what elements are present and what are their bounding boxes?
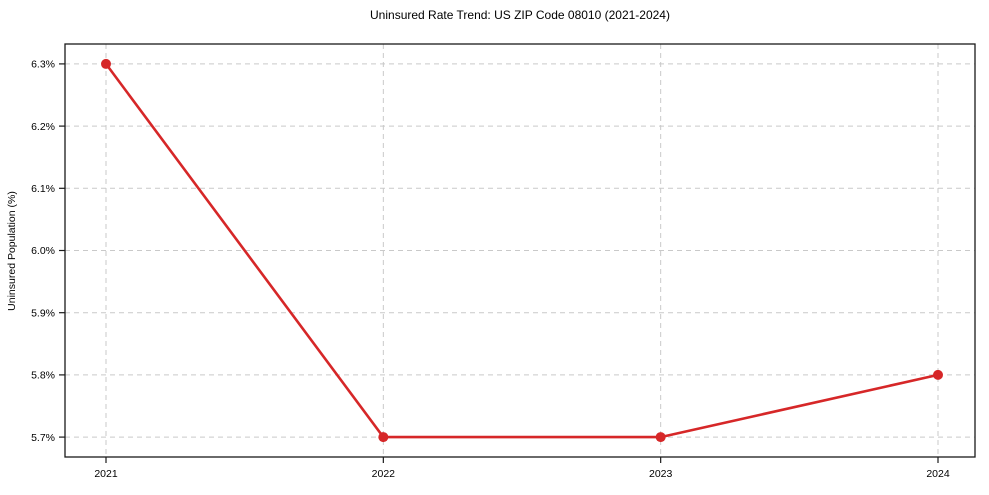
data-line [104, 62, 940, 439]
x-tick-label: 2023 [649, 468, 673, 480]
x-tick-label: 2024 [926, 468, 950, 480]
y-tick-label: 5.8% [31, 370, 55, 382]
y-tick-label: 5.9% [31, 307, 55, 319]
chart-title: Uninsured Rate Trend: US ZIP Code 08010 … [370, 8, 670, 22]
data-point-marker [655, 432, 666, 443]
y-tick-label: 6.1% [31, 183, 55, 195]
x-tick-label: 2021 [94, 468, 118, 480]
data-point-marker [933, 369, 943, 380]
data-point-marker [101, 58, 111, 69]
data-point-marker [378, 432, 389, 443]
x-tick-label: 2022 [372, 468, 396, 480]
y-tick-label: 6.3% [31, 59, 55, 71]
y-tick-label: 6.2% [31, 121, 55, 133]
plot-area: 5.7% 5.8% 5.9% 6.0% 6.1% 6.2% 6.3% 2021 2022 2023… [31, 43, 976, 480]
y-tick-label: 6.0% [31, 245, 55, 257]
y-tick-label: 5.7% [31, 432, 55, 444]
y-axis-label: Uninsured Population (%) [6, 191, 18, 311]
